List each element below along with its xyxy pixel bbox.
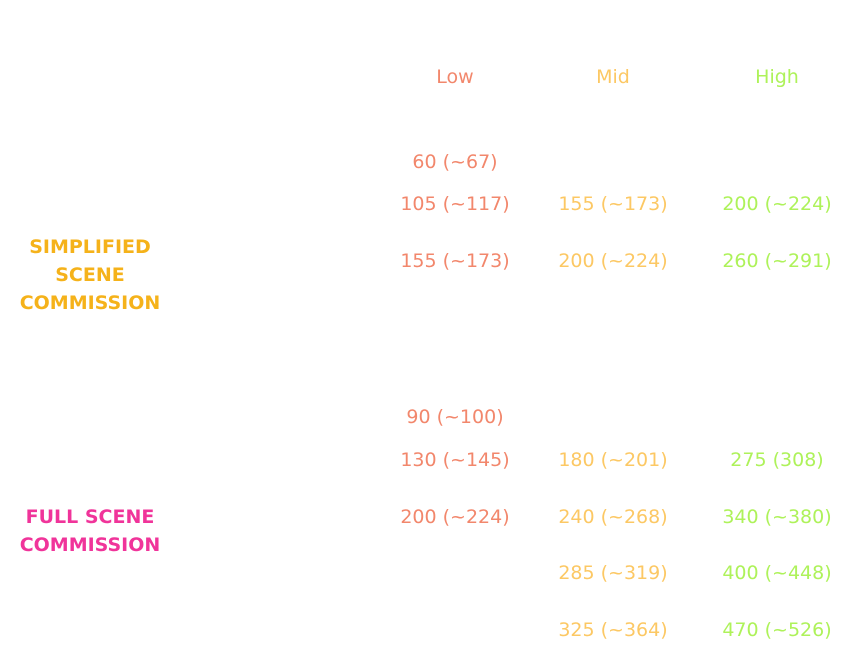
- column-header: Mid: [596, 66, 630, 88]
- price-cell: 285 (~319): [558, 562, 668, 584]
- price-cell: 60 (~67): [412, 151, 498, 173]
- column-header: High: [755, 66, 799, 88]
- section-label: COMMISSION: [19, 534, 161, 556]
- price-cell: 200 (~224): [722, 193, 832, 215]
- price-cell: 180 (~201): [558, 449, 668, 471]
- price-cell: 340 (~380): [722, 506, 832, 528]
- section-label: COMMISSION: [19, 292, 161, 314]
- price-cell: 130 (~145): [400, 449, 510, 471]
- price-cell: 105 (~117): [400, 193, 510, 215]
- section-label: SCENE: [55, 264, 125, 286]
- price-cell: 90 (~100): [406, 406, 504, 428]
- price-cell: 200 (~224): [558, 250, 668, 272]
- section-label: FULL SCENE: [25, 506, 155, 528]
- price-cell: 275 (308): [730, 449, 824, 471]
- price-cell: 155 (~173): [558, 193, 668, 215]
- price-cell: 400 (~448): [722, 562, 832, 584]
- price-cell: 470 (~526): [722, 619, 832, 641]
- price-cell: 260 (~291): [722, 250, 832, 272]
- price-cell: 200 (~224): [400, 506, 510, 528]
- section-label: SIMPLIFIED: [29, 236, 151, 258]
- column-header: Low: [436, 66, 474, 88]
- price-cell: 325 (~364): [558, 619, 668, 641]
- price-cell: 240 (~268): [558, 506, 668, 528]
- price-cell: 155 (~173): [400, 250, 510, 272]
